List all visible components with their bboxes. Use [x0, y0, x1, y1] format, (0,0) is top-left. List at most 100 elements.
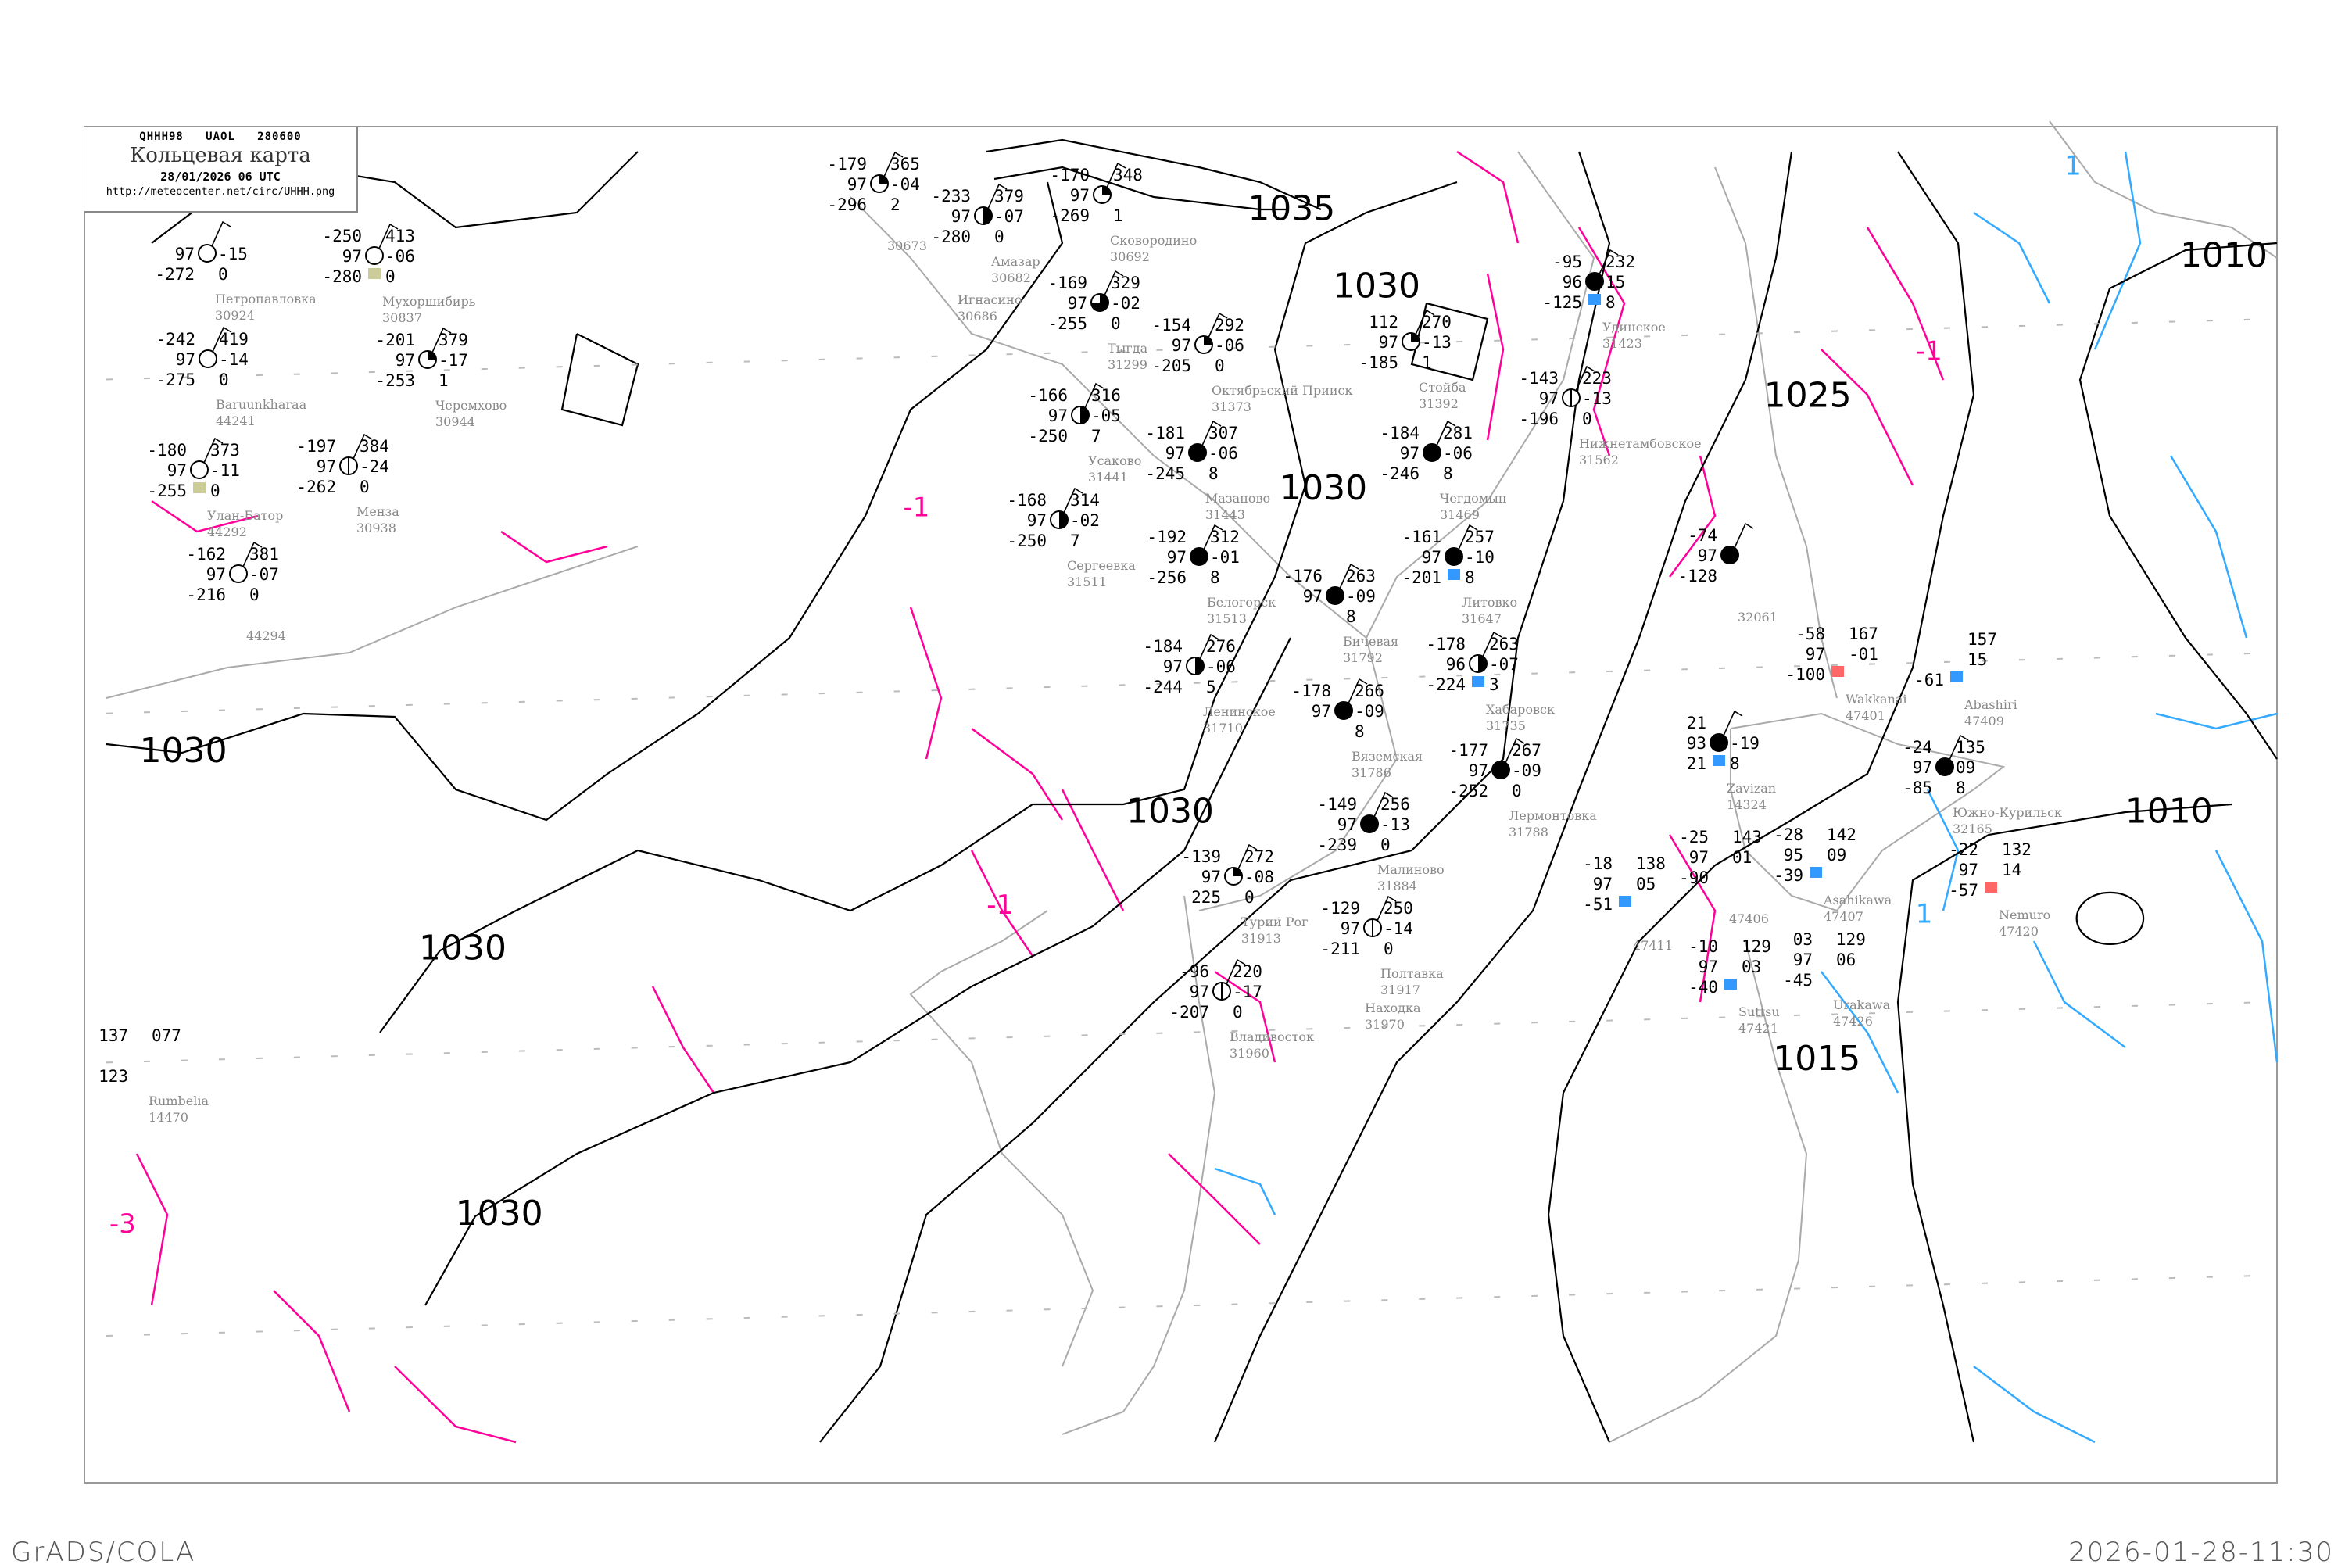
- station-air-temperature: -180: [147, 441, 187, 460]
- station-dewpoint: -40: [1688, 978, 1718, 997]
- station-name: Октябрьский Прииск: [1212, 383, 1353, 398]
- station-pressure-tendency: -04: [890, 175, 920, 194]
- station-dewpoint: -51: [1583, 895, 1613, 914]
- station-id: 31960: [1230, 1046, 1269, 1061]
- station-pressure: 312: [1210, 528, 1240, 546]
- station-plot[interactable]: Находка 31970: [1365, 1001, 1421, 1032]
- isobar-labels: 1035103010301030103010301030102510151010…: [109, 150, 2268, 1240]
- station-pressure: 307: [1208, 424, 1238, 442]
- cloud-half-fill: [983, 207, 992, 224]
- station-cloud-amount: 8: [1355, 722, 1365, 741]
- station-name: Чегдомын: [1440, 491, 1507, 506]
- station-air-temperature: -25: [1679, 828, 1709, 847]
- station-air-temperature: -154: [1151, 316, 1191, 335]
- cloud-cover-icon: [1334, 701, 1353, 720]
- station-cloud-amount: 8: [1956, 779, 1966, 797]
- station-humidity: 97: [1469, 761, 1488, 780]
- station-plot[interactable]: -18 97 -51 138 05 47411: [1583, 854, 1673, 953]
- station-id: 31562: [1579, 453, 1619, 467]
- coastlines: [106, 120, 2278, 1443]
- isotherm-line-positive: [1821, 971, 1899, 1094]
- station-humidity: 97: [1689, 848, 1709, 867]
- station-id: 30673: [887, 238, 927, 253]
- station-id: 44294: [246, 628, 286, 643]
- station-plot[interactable]: -139 97 225 272 -08 0 Турий Рог 31913: [1181, 843, 1309, 946]
- station-air-temperature: -184: [1380, 424, 1420, 442]
- station-air-temperature: -143: [1519, 369, 1559, 388]
- cloud-cover-icon: [198, 244, 217, 263]
- station-plot[interactable]: 137 123 077 Rumbelia 14470: [98, 1026, 209, 1125]
- cloud-quarter-fill: [1102, 186, 1111, 195]
- station-humidity: 97: [1070, 186, 1090, 205]
- wind-barb-icon: [212, 326, 232, 353]
- station-pressure: 419: [219, 330, 249, 349]
- station-humidity: 97: [1027, 511, 1047, 530]
- station-pressure-tendency: -10: [1465, 548, 1495, 567]
- station-pressure: 379: [439, 331, 468, 349]
- station-plot[interactable]: -22 97 -57 132 14 Nemuro 47420: [1949, 840, 2050, 939]
- station-dewpoint: -61: [1914, 671, 1944, 689]
- station-cloud-amount: 0: [218, 265, 228, 284]
- isobar-line: [1547, 151, 1975, 1443]
- station-name: Rumbelia: [149, 1094, 209, 1108]
- isotherm-line-negative: [394, 1366, 517, 1444]
- wind-barb-icon: [1348, 678, 1368, 704]
- station-dewpoint: -224: [1426, 675, 1466, 694]
- isobar-line: [1896, 803, 2232, 1443]
- station-name: Турий Рог: [1241, 915, 1309, 929]
- station-humidity: 97: [1303, 587, 1323, 606]
- station-plot[interactable]: -96 97 -207 220 -17 0 Владивосток 31960: [1169, 958, 1314, 1061]
- cloud-quarter-fill: [879, 175, 888, 184]
- station-plot[interactable]: 97 -272 -15 0 Петропавловка 30924: [155, 220, 317, 323]
- isotherm-line-positive: [1214, 1167, 1276, 1215]
- station-name: Стойба: [1419, 380, 1466, 395]
- station-id: 31710: [1203, 721, 1243, 736]
- isotherm-line-positive: [1973, 1366, 2096, 1444]
- station-dewpoint: 225: [1191, 888, 1221, 907]
- cloud-cover-icon: [1326, 586, 1344, 605]
- station-plot[interactable]: -10 97 -40 129 03 Suttsu 47421: [1688, 937, 1780, 1036]
- station-humidity: 97: [396, 351, 415, 370]
- station-plot[interactable]: Игнасино 30686: [958, 292, 1022, 324]
- station-pressure: 263: [1489, 635, 1519, 653]
- station-humidity: 97: [1422, 548, 1441, 567]
- station-air-temperature: -197: [296, 437, 336, 456]
- station-pressure-tendency: -06: [385, 247, 415, 266]
